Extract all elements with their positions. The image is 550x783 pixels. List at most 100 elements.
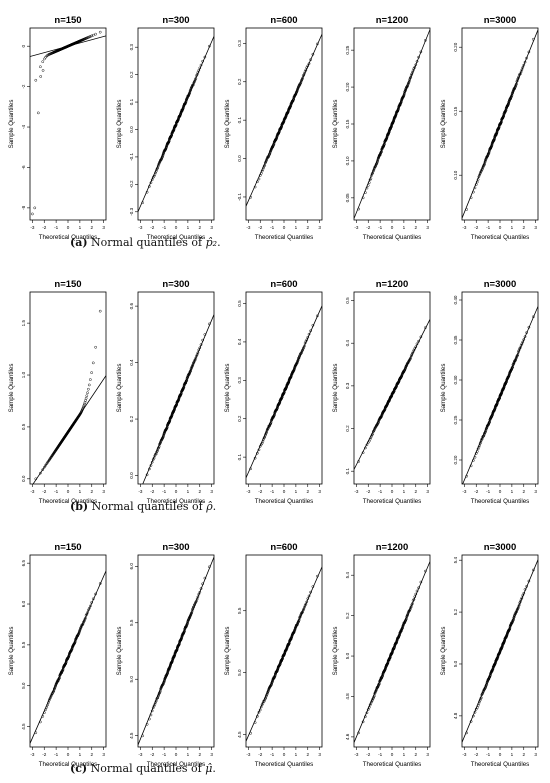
panel-a5-plot-area <box>462 29 538 219</box>
panel-b3-point-195 <box>306 335 310 339</box>
panel-a3-xtick-label-6: 3 <box>318 225 321 230</box>
panel-b2-point-6 <box>152 456 156 460</box>
panel-b1-point-137 <box>83 402 86 406</box>
panel-a2-point-198 <box>203 55 207 59</box>
panel-b2-point-4 <box>150 460 154 464</box>
panel-c2-point-198 <box>203 576 207 580</box>
panel-b1-point-0 <box>34 477 38 481</box>
panel-c3-xtick-label-1: -2 <box>258 752 263 757</box>
panel-c2-point-188 <box>193 603 197 606</box>
panel-b3-point-1 <box>253 456 257 460</box>
panel-b1-xtick-label-1: -2 <box>42 489 47 494</box>
panel-a5-point-64 <box>493 136 496 140</box>
panel-b3-xtick-label-2: -1 <box>270 489 275 494</box>
panel-c5-point-190 <box>518 601 522 605</box>
panel-a1-xtick-label-1: -2 <box>42 225 47 230</box>
panel-a2-ytick-label-0: 0.3 <box>129 44 134 51</box>
panel-a5-xtick-label-4: 1 <box>511 225 514 230</box>
panel-c5-point-2 <box>472 714 475 718</box>
panel-c1-xtick-label-5: 2 <box>90 752 93 757</box>
panel-a1-ytick-label-0: 0 <box>21 44 26 47</box>
panel-c4-point-194 <box>413 595 417 599</box>
panel-b4-xlabel: Theoretical Quantiles <box>363 498 421 505</box>
panel-b4-point-173 <box>403 367 407 370</box>
panel-c4-plot-area <box>354 561 430 743</box>
panel-c2-point-186 <box>192 605 196 609</box>
panel-c2-point-137 <box>180 636 184 639</box>
panel-a4-xtick-label-4: 1 <box>403 225 406 230</box>
panel-c1-point-146 <box>90 601 93 604</box>
panel-c1-xtick-label-2: -1 <box>54 752 59 757</box>
panel-a3-plot-area <box>246 33 322 207</box>
panel-b1-xtick-label-3: 0 <box>67 489 70 494</box>
panel-c5-point-8 <box>478 700 481 703</box>
panel-b4-xtick-label-4: 1 <box>403 489 406 494</box>
panel-b1-xtick-label-0: -3 <box>30 489 35 494</box>
caption-c-symbol: μ̂ <box>205 762 213 775</box>
panel-b1-point-147 <box>91 361 95 365</box>
panel-a5-point-196 <box>523 60 527 64</box>
panel-b5-point-198 <box>527 325 531 329</box>
panel-b4-frame <box>353 291 431 485</box>
panel-b2-point-167 <box>186 376 190 379</box>
panel-b4-point-190 <box>410 353 414 356</box>
panel-b3-ytick-label-2: 0.3 <box>237 377 242 384</box>
panel-a4-point-189 <box>409 73 413 77</box>
panel-c5-xtick-label-0: -3 <box>462 752 467 757</box>
panel-b3-point-197 <box>309 329 312 333</box>
panel-a4-point-10 <box>371 171 375 175</box>
panel-a1-point-1 <box>39 65 42 69</box>
panel-c4-xtick-label-4: 1 <box>403 752 406 757</box>
panel-a4-point-3 <box>365 186 369 190</box>
panel-b1-xtick-label-6: 3 <box>102 489 105 494</box>
panel-a1-frame <box>29 27 107 221</box>
panel-c4-title: n=1200 <box>376 542 409 553</box>
panel-a2-ytick-label-2: 0.1 <box>129 98 134 105</box>
panel-b3-point-186 <box>300 350 304 354</box>
panel-a2-point-190 <box>194 77 198 80</box>
panel-a5-xtick-label-0: -3 <box>462 225 467 230</box>
panel-a1-title: n=150 <box>54 15 81 26</box>
panel-c4-point-198 <box>419 580 423 584</box>
panel-b3-point-11 <box>263 433 267 437</box>
caption-a-label: (a) <box>70 236 88 249</box>
panel-a3-ytick-label-2: 0.1 <box>237 117 242 124</box>
panel-b4-point-8 <box>370 434 373 438</box>
panel-c3: n=600 Theoretical Quantiles Sample Quantil… <box>224 542 323 768</box>
panel-b1-point-2 <box>41 468 45 471</box>
panel-c3-point-4 <box>258 708 262 712</box>
panel-c1-ytick-label-0: 6.5 <box>21 560 26 567</box>
panel-a4-ylabel: Sample Quantiles <box>332 100 339 149</box>
panel-c4-point-197 <box>417 586 420 590</box>
panel-a1-ylabel: Sample Quantiles <box>8 100 15 149</box>
panel-b4-point-1 <box>361 451 365 454</box>
panel-a5-point-9 <box>478 172 482 175</box>
panel-b3-point-188 <box>301 348 305 352</box>
panel-c1-xtick-label-4: 1 <box>79 752 82 757</box>
panel-b4-ytick-label-3: 0.2 <box>345 425 350 432</box>
panel-b2-point-30 <box>162 433 166 437</box>
panel-a2-xtick-label-1: -2 <box>150 225 155 230</box>
panel-c3-point-12 <box>264 696 268 699</box>
panel-c1-ylabel: Sample Quantiles <box>8 627 15 676</box>
panel-c4-point-1 <box>361 720 365 724</box>
panel-a4-plot-area <box>354 29 430 219</box>
panel-a5-point-78 <box>495 132 499 135</box>
panel-a5-ytick-label-0: 0.20 <box>453 42 458 51</box>
panel-c2-point-12 <box>156 696 160 700</box>
panel-a4-point-174 <box>404 88 407 92</box>
panel-a1-xtick-label-6: 3 <box>102 225 105 230</box>
panel-a3-title: n=600 <box>270 15 297 26</box>
panel-a3-point-0 <box>249 195 252 199</box>
panel-b3-xtick-label-4: 1 <box>295 489 298 494</box>
panel-a5-ylabel: Sample Quantiles <box>440 100 447 149</box>
panel-c5-point-180 <box>514 612 517 616</box>
panel-a4-xtick-label-5: 2 <box>414 225 417 230</box>
panel-a5-point-19 <box>483 162 486 165</box>
panel-a2-point-196 <box>199 63 203 67</box>
panel-c1-point-44 <box>60 671 63 675</box>
panel-c3-point-199 <box>316 574 319 578</box>
panel-a2-ytick-label-4: -0.1 <box>129 153 134 161</box>
panel-b5-point-1 <box>469 464 473 468</box>
panel-b3-point-181 <box>298 354 302 358</box>
